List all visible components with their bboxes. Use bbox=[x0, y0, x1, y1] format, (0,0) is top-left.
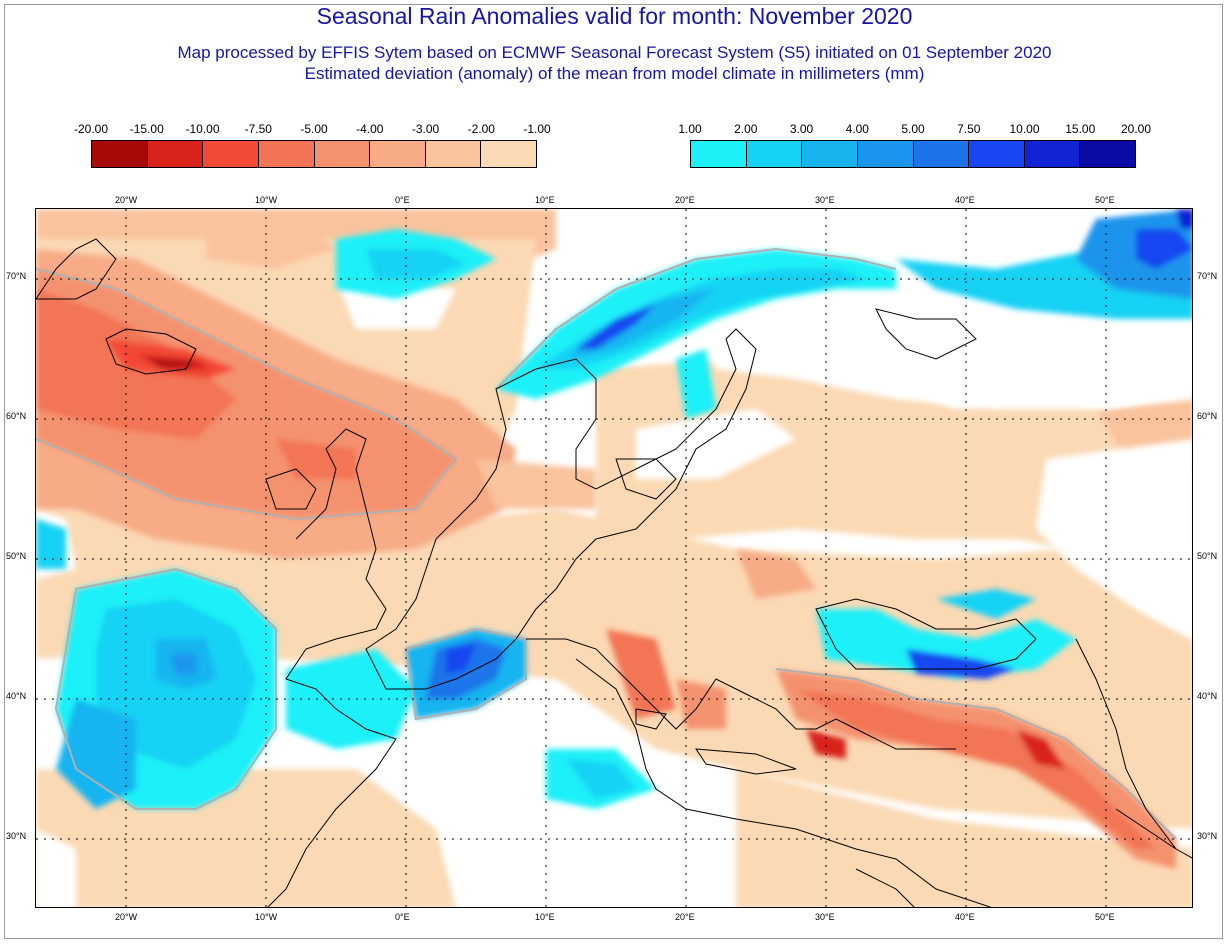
longitude-label: 10°W bbox=[255, 195, 278, 205]
latitude-label: 60°N bbox=[6, 411, 27, 421]
legend-negative-swatch bbox=[203, 141, 259, 167]
legend-positive-label: 20.00 bbox=[1120, 122, 1152, 136]
legend-positive-swatch bbox=[1080, 141, 1135, 167]
latitude-label: 30°N bbox=[1197, 831, 1218, 841]
latitude-label: 50°N bbox=[1197, 551, 1218, 561]
legend-negative-label: -10.00 bbox=[185, 122, 220, 136]
legend-positive-bar bbox=[690, 140, 1136, 168]
legend-positive-label: 4.00 bbox=[845, 122, 869, 136]
map-subtitle-source: Map processed by EFFIS Sytem based on EC… bbox=[177, 43, 1052, 62]
latitude-label: 30°N bbox=[6, 831, 27, 841]
longitude-label: 20°E bbox=[675, 195, 695, 205]
legend-negative-label: -7.50 bbox=[244, 122, 272, 136]
legend-negative-swatch bbox=[92, 141, 148, 167]
longitude-label: 10°W bbox=[255, 912, 278, 922]
contour-lines bbox=[36, 247, 1177, 840]
map-subtitle-units: Estimated deviation (anomaly) of the mea… bbox=[304, 64, 925, 83]
longitude-label: 20°E bbox=[675, 912, 695, 922]
anomaly-field-positive bbox=[36, 209, 1192, 809]
legend-positive-label: 5.00 bbox=[901, 122, 925, 136]
legend-positive-swatch bbox=[913, 141, 970, 167]
legend-positive-swatch bbox=[746, 141, 803, 167]
legend-negative-bar bbox=[91, 140, 537, 168]
legend-positive-label: 3.00 bbox=[789, 122, 814, 136]
longitude-label: 20°W bbox=[115, 912, 138, 922]
figure-frame bbox=[4, 4, 1223, 939]
legend-negative-label: -4.00 bbox=[356, 122, 384, 136]
legend-positive-swatch bbox=[857, 141, 914, 167]
latitude-label: 40°N bbox=[6, 691, 27, 701]
legend-negative-label: -3.00 bbox=[411, 122, 440, 136]
coastlines bbox=[36, 238, 1192, 907]
longitude-label: 10°E bbox=[535, 912, 555, 922]
anomaly-map-svg bbox=[36, 209, 1192, 907]
latitude-label: 60°N bbox=[1197, 411, 1218, 421]
legend-negative-swatch bbox=[481, 141, 536, 167]
longitude-label: 10°E bbox=[535, 195, 555, 205]
anomaly-map bbox=[35, 208, 1193, 908]
longitude-label: 40°E bbox=[955, 912, 975, 922]
legend-positive-label: 10.00 bbox=[1009, 122, 1040, 136]
legend-negative-label: -5.00 bbox=[300, 122, 328, 136]
longitude-label: 0°E bbox=[395, 912, 410, 922]
legend-positive-label: 2.00 bbox=[734, 122, 758, 136]
graticule bbox=[36, 209, 1192, 907]
latitude-label: 70°N bbox=[6, 271, 27, 281]
legend-positive-label: 7.50 bbox=[957, 122, 981, 136]
longitude-label: 50°E bbox=[1095, 195, 1115, 205]
longitude-label: 30°E bbox=[815, 912, 835, 922]
anomaly-field-negative bbox=[36, 249, 1176, 869]
legend-negative-label: -2.00 bbox=[467, 122, 495, 136]
legend-negative-swatch bbox=[258, 141, 315, 167]
longitude-label: 0°E bbox=[395, 195, 410, 205]
legend-positive-label: 1.00 bbox=[678, 122, 702, 136]
legend-positive-swatch bbox=[691, 141, 747, 167]
longitude-label: 30°E bbox=[815, 195, 835, 205]
legend-positive-swatch bbox=[969, 141, 1025, 167]
longitude-label: 40°E bbox=[955, 195, 975, 205]
latitude-label: 70°N bbox=[1197, 271, 1218, 281]
legend-positive-label: 15.00 bbox=[1065, 122, 1096, 136]
legend-negative-swatch bbox=[370, 141, 426, 167]
latitude-label: 40°N bbox=[1197, 691, 1218, 701]
legend-positive-swatch bbox=[1024, 141, 1081, 167]
longitude-label: 20°W bbox=[115, 195, 138, 205]
latitude-label: 50°N bbox=[6, 551, 27, 561]
map-title: Seasonal Rain Anomalies valid for month:… bbox=[316, 3, 913, 29]
legend-positive-labels: 1.00 2.00 3.00 4.00 5.00 7.50 10.00 15.00 20.00 bbox=[678, 122, 1151, 136]
legend-negative-label: -15.00 bbox=[129, 122, 164, 136]
longitude-label: 50°E bbox=[1095, 912, 1115, 922]
legend-positive-swatch bbox=[802, 141, 858, 167]
legend-negative-swatch bbox=[314, 141, 371, 167]
legend-negative-label: -20.00 bbox=[73, 122, 109, 136]
legend-negative-swatch bbox=[425, 141, 482, 167]
legend-negative-labels: -20.00 -15.00 -10.00 -7.50 -5.00 -4.00 -3.00 -2… bbox=[74, 122, 551, 136]
legend-negative-label: -1.00 bbox=[523, 122, 551, 136]
legend-negative-swatch bbox=[147, 141, 204, 167]
